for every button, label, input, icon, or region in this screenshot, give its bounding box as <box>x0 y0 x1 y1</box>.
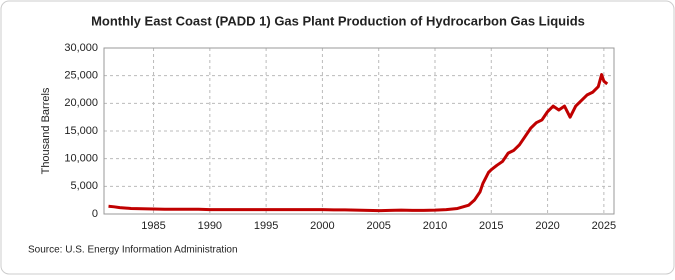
x-tick-label: 1995 <box>254 220 278 232</box>
y-tick-label: 5,000 <box>70 180 98 192</box>
x-tick-label: 2010 <box>423 220 447 232</box>
x-tick-label: 2015 <box>479 220 503 232</box>
y-tick-label: 15,000 <box>64 125 98 137</box>
x-tick-label: 1990 <box>198 220 222 232</box>
source: Source: U.S. Energy Information Administ… <box>28 245 238 256</box>
plot-border <box>103 47 615 215</box>
y-tick-label: 20,000 <box>64 97 98 109</box>
x-tick-label: 2005 <box>366 220 390 232</box>
data-line <box>108 73 609 213</box>
y-tick-label: 10,000 <box>64 153 98 165</box>
y-tick-label: 30,000 <box>64 42 98 54</box>
y-tick-label: 0 <box>92 208 98 220</box>
y-tick-label: 25,000 <box>64 70 98 82</box>
x-tick-label: 2020 <box>535 220 559 232</box>
x-tick-label: 2025 <box>592 220 616 232</box>
y-axis-label: Thousand Barrels <box>40 87 52 174</box>
chart-title: Monthly East Coast (PADD 1) Gas Plant Pr… <box>91 13 585 28</box>
x-tick-label: 1985 <box>141 220 165 232</box>
x-tick-label: 2000 <box>310 220 334 232</box>
